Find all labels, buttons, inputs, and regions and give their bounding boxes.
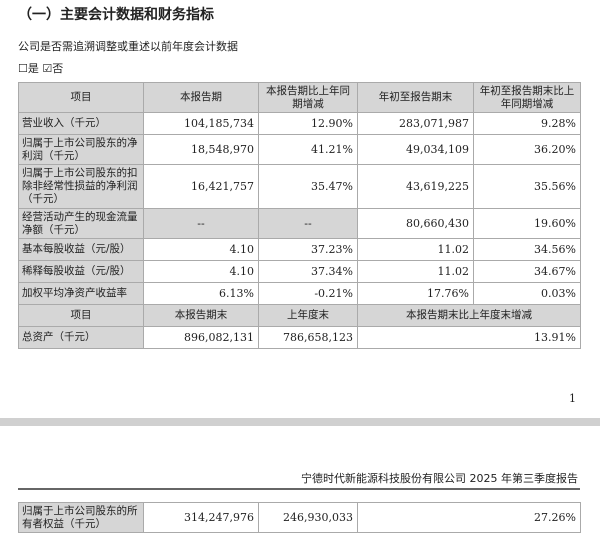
table-row: 归属于上市公司股东的所有者权益（千元） 314,247,976 246,930,03… xyxy=(18,502,581,533)
table-cell: 896,082,131 xyxy=(143,326,259,349)
table-cell: 年初至报告期末比上年同期增减 xyxy=(473,82,581,113)
table-cell: 本报告期末 xyxy=(143,304,259,327)
table-cell: 12.90% xyxy=(258,112,358,135)
table-cell: 本报告期末比上年度末增减 xyxy=(357,304,581,327)
table-cell: 80,660,430 xyxy=(357,208,474,239)
table-cell: 41.21% xyxy=(258,134,358,165)
table-cell: 43,619,225 xyxy=(357,164,474,209)
table-row: 经营活动产生的现金流量净额（千元） -- -- 80,660,430 19.60% xyxy=(18,208,581,239)
table-header-row: 项目 本报告期末 上年度末 本报告期末比上年度末增减 xyxy=(18,304,581,327)
table-cell: 0.03% xyxy=(473,282,581,305)
table-cell: 归属于上市公司股东的扣除非经常性损益的净利润（千元） xyxy=(18,164,144,209)
table-cell: 36.20% xyxy=(473,134,581,165)
table-cell: 34.56% xyxy=(473,238,581,261)
table-row: 总资产（千元） 896,082,131 786,658,123 13.91% xyxy=(18,326,581,349)
table-cell: 4.10 xyxy=(143,238,259,261)
table-cell: 基本每股收益（元/股） xyxy=(18,238,144,261)
table-cell: 17.76% xyxy=(357,282,474,305)
table-cell: 本报告期 xyxy=(143,82,259,113)
restatement-options: ☐是 ☑否 xyxy=(18,62,64,75)
page-number: 1 xyxy=(569,392,576,405)
table-row: 归属于上市公司股东的扣除非经常性损益的净利润（千元） 16,421,757 35.4… xyxy=(18,164,581,209)
table-row: 归属于上市公司股东的净利润（千元） 18,548,970 41.21% 49,034,… xyxy=(18,134,581,165)
page-break xyxy=(0,418,600,426)
table-row: 基本每股收益（元/股） 4.10 37.23% 11.02 34.56% xyxy=(18,238,581,261)
financial-table: 项目 本报告期 本报告期比上年同期增减 年初至报告期末 年初至报告期末比上年同期增减 营业… xyxy=(18,82,581,349)
table-cell: 加权平均净资产收益率 xyxy=(18,282,144,305)
table-row: 稀释每股收益（元/股） 4.10 37.34% 11.02 34.67% xyxy=(18,260,581,283)
table-cell: 13.91% xyxy=(357,326,581,349)
table-cell: 营业收入（千元） xyxy=(18,112,144,135)
table-cell: 246,930,033 xyxy=(258,502,358,533)
table-cell: 11.02 xyxy=(357,238,474,261)
table-cell: 16,421,757 xyxy=(143,164,259,209)
header-rule xyxy=(18,488,580,490)
table-cell: 总资产（千元） xyxy=(18,326,144,349)
table-cell: 19.60% xyxy=(473,208,581,239)
table-cell: -0.21% xyxy=(258,282,358,305)
section-title: （一）主要会计数据和财务指标 xyxy=(18,7,214,23)
table-cell: 104,185,734 xyxy=(143,112,259,135)
table-row: 加权平均净资产收益率 6.13% -0.21% 17.76% 0.03% xyxy=(18,282,581,305)
table-cell: 49,034,109 xyxy=(357,134,474,165)
table-cell: 35.47% xyxy=(258,164,358,209)
table-cell: 项目 xyxy=(18,82,144,113)
table-cell: 项目 xyxy=(18,304,144,327)
table-cell: 9.28% xyxy=(473,112,581,135)
table-cell: 37.23% xyxy=(258,238,358,261)
table-cell: 6.13% xyxy=(143,282,259,305)
report-header: 宁德时代新能源科技股份有限公司 2025 年第三季度报告 xyxy=(301,472,578,485)
table-cell: 稀释每股收益（元/股） xyxy=(18,260,144,283)
table-cell: 314,247,976 xyxy=(143,502,259,533)
table-cell: 786,658,123 xyxy=(258,326,358,349)
table-cell: 4.10 xyxy=(143,260,259,283)
restatement-question: 公司是否需追溯调整或重述以前年度会计数据 xyxy=(18,40,238,53)
table-cell: 37.34% xyxy=(258,260,358,283)
table-cell: 35.56% xyxy=(473,164,581,209)
table-cell: 18,548,970 xyxy=(143,134,259,165)
table-cell: 本报告期比上年同期增减 xyxy=(258,82,358,113)
table-header-row: 项目 本报告期 本报告期比上年同期增减 年初至报告期末 年初至报告期末比上年同期增减 xyxy=(18,82,581,113)
table-cell: 经营活动产生的现金流量净额（千元） xyxy=(18,208,144,239)
table-cell: 年初至报告期末 xyxy=(357,82,474,113)
table-cell: 283,071,987 xyxy=(357,112,474,135)
table-cell: 归属于上市公司股东的所有者权益（千元） xyxy=(18,502,144,533)
table-cell: -- xyxy=(258,208,358,239)
table-cell: 归属于上市公司股东的净利润（千元） xyxy=(18,134,144,165)
table-cell: 11.02 xyxy=(357,260,474,283)
table-cell: 34.67% xyxy=(473,260,581,283)
equity-table: 归属于上市公司股东的所有者权益（千元） 314,247,976 246,930,03… xyxy=(18,502,581,533)
table-row: 营业收入（千元） 104,185,734 12.90% 283,071,987 9.28… xyxy=(18,112,581,135)
table-cell: 27.26% xyxy=(357,502,581,533)
table-cell: 上年度末 xyxy=(258,304,358,327)
table-cell: -- xyxy=(143,208,259,239)
